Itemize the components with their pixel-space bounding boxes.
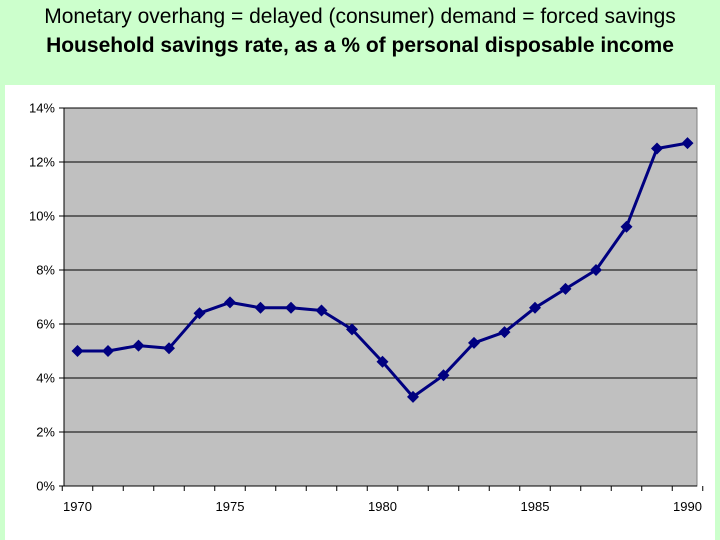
plot-background xyxy=(63,107,698,487)
data-point-marker xyxy=(498,326,511,339)
y-tick-label: 2% xyxy=(36,425,55,440)
data-point-marker xyxy=(620,220,633,233)
y-tick-label: 6% xyxy=(36,317,55,332)
chart-subtitle: Household savings rate, as a % of person… xyxy=(46,34,674,57)
data-point-marker xyxy=(102,345,114,357)
data-point-marker xyxy=(346,323,358,336)
data-point-marker xyxy=(285,301,297,314)
data-point-marker xyxy=(590,264,602,276)
data-point-marker xyxy=(71,345,84,357)
y-tick-label: 10% xyxy=(29,209,55,224)
data-point-marker xyxy=(254,301,267,314)
data-point-marker xyxy=(651,142,663,155)
data-point-marker xyxy=(376,355,389,368)
slide-title: Monetary overhang = delayed (consumer) d… xyxy=(44,5,676,28)
data-point-marker xyxy=(132,339,145,352)
y-tick-label: 14% xyxy=(29,101,55,116)
y-tick-label: 4% xyxy=(36,371,55,386)
x-tick-label: 1985 xyxy=(521,499,550,514)
data-point-marker xyxy=(681,137,694,150)
x-tick-label: 1990 xyxy=(673,499,702,514)
data-point-marker xyxy=(559,282,572,295)
x-tick-label: 1975 xyxy=(216,499,245,514)
data-point-marker xyxy=(529,301,541,314)
x-tick-label: 1970 xyxy=(63,499,92,514)
data-point-marker xyxy=(315,304,328,317)
data-point-marker xyxy=(163,342,175,355)
data-point-marker xyxy=(468,336,480,349)
y-tick-label: 8% xyxy=(36,263,55,278)
data-point-marker xyxy=(193,307,206,320)
data-point-marker xyxy=(407,390,419,403)
chart-area: 0% 2% 4% 6% 8% 10% 12% 14% 1970 1975 1980 1985 1990 xyxy=(5,85,715,540)
data-point-marker xyxy=(224,296,236,309)
y-tick-label: 0% xyxy=(36,479,55,494)
line-chart: 0% 2% 4% 6% 8% 10% 12% 14% 1970 1975 1980 1985 1990 xyxy=(29,101,704,514)
data-point-marker xyxy=(437,369,450,382)
x-tick-label: 1980 xyxy=(368,499,397,514)
y-tick-label: 12% xyxy=(29,155,55,170)
